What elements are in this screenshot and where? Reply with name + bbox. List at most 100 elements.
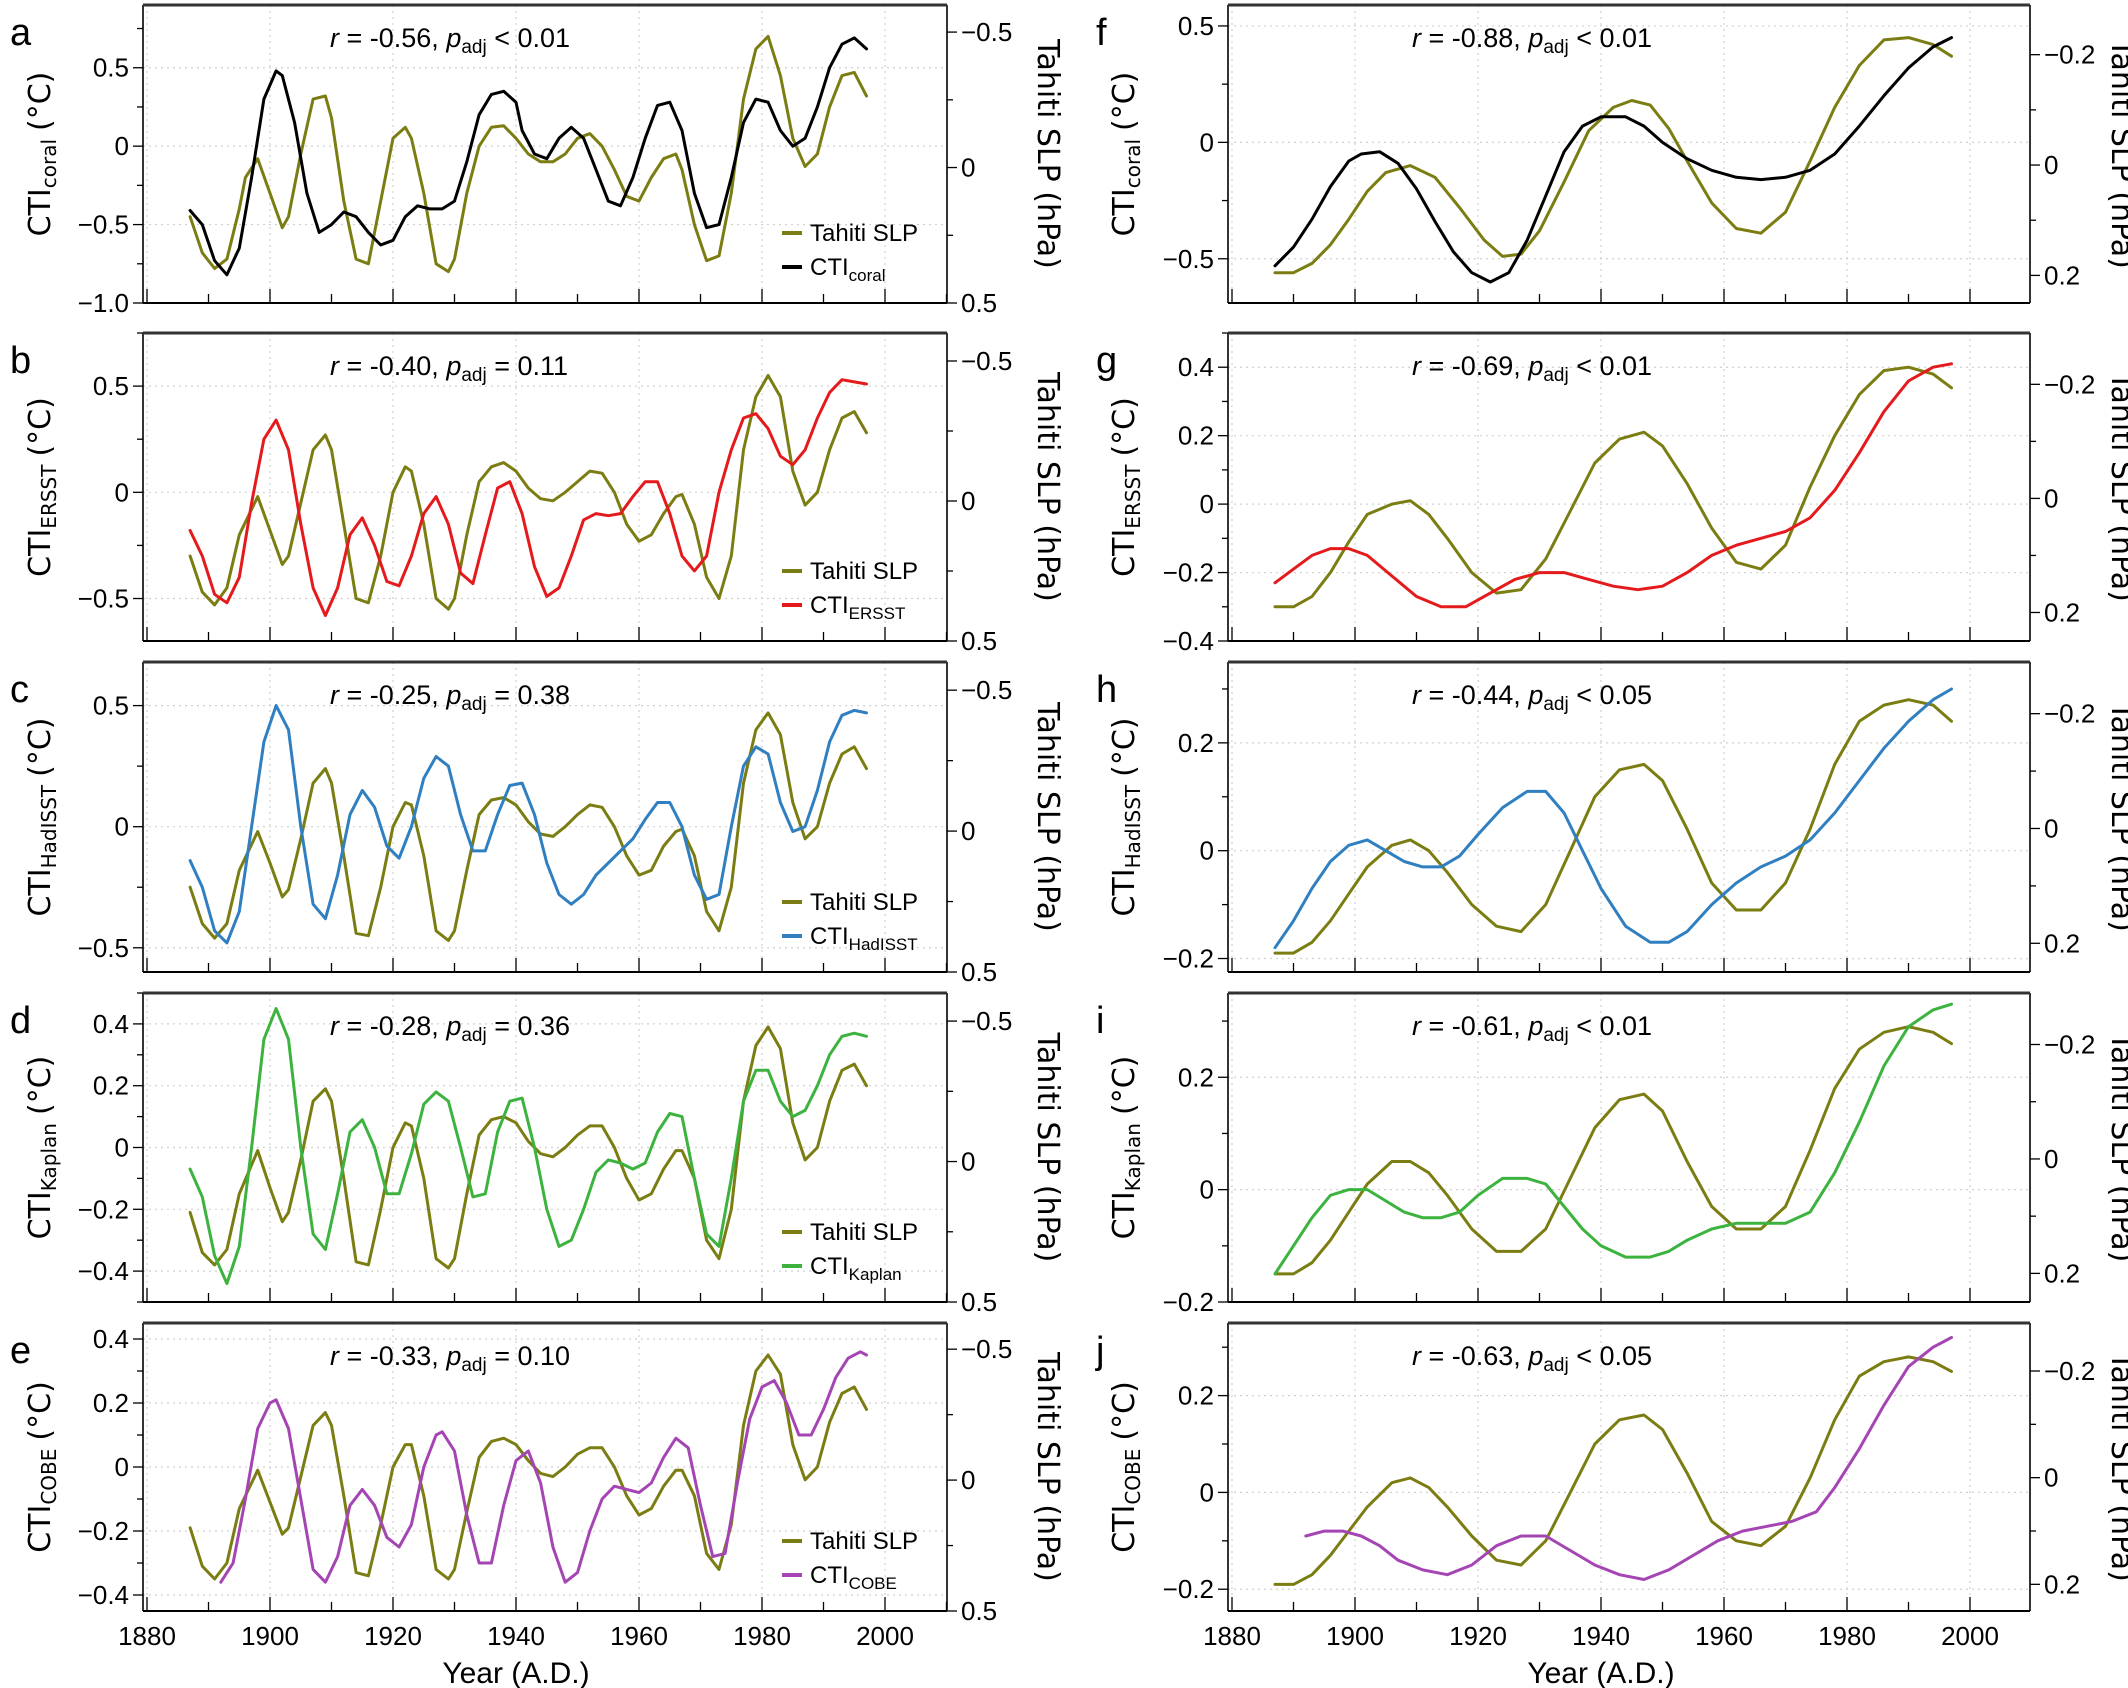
annotation-p-symbol: p [445,23,461,53]
legend-cti-main: CTI [810,1562,849,1589]
correlation-annotation: r = -0.28, padj = 0.36 [330,1011,570,1046]
y-tick-label: 0.2 [93,1071,129,1101]
y-label-sub: HadISST [1121,784,1145,868]
x-tick-label: 1920 [364,1621,422,1651]
series-line-hadisst [1273,687,1953,950]
annotation-p-sub: adj [1543,694,1568,715]
y2-tick-label: 0 [961,1465,975,1495]
y-label-unit: (°C) [1107,718,1142,777]
y-tick-label: 0.2 [1178,421,1214,451]
y2-tick-label: 0 [961,153,975,183]
correlation-annotation: r = -0.40, padj = 0.11 [330,351,568,386]
y-label-main: CTI [1107,188,1142,236]
annotation-p-symbol: p [1527,1011,1543,1041]
legend-cti-main: CTI [810,592,849,619]
y-label-sub: ERSST [1121,464,1145,529]
panel-letter: e [10,1330,31,1372]
y-tick-label: 0.5 [93,53,129,83]
y-tick-label: −0.4 [78,1256,129,1286]
annotation-r-symbol: r [330,1011,340,1041]
panel-letter: b [10,340,31,382]
y-axis-label: CTIHadISST (°C) [23,718,61,917]
legend-label-tahiti: Tahiti SLP [810,1219,918,1246]
y-tick-label: 0.2 [93,1388,129,1418]
panel-f: −0.5 0 0.5 −0.2 0 0.2 f CTIcoral (°C) Tahiti SLP … [1096,3,2128,304]
series-line-kaplan [188,1007,868,1285]
legend-label-cti: CTIERSST [810,592,905,623]
panel-letter: j [1095,1330,1104,1372]
x-tick-label: 1980 [1818,1621,1876,1651]
y2-tick-label: 0 [961,816,975,846]
annotation-p-sub: adj [1543,1355,1568,1376]
y-label-main: CTI [1107,1505,1142,1553]
y2-tick-label: 0.2 [2044,1258,2080,1288]
correlation-annotation: r = -0.33, padj = 0.10 [330,1341,570,1376]
y-axis-label: CTIKaplan (°C) [1107,1056,1145,1240]
y2-tick-label: 0 [2044,813,2058,843]
y-tick-label: 0 [1200,1477,1214,1507]
series-line-coral [1273,36,1953,284]
y-tick-label: 0 [115,477,129,507]
right-axis-label: Tahiti SLP (hPa) [1030,1351,1065,1582]
panel-letter: h [1096,669,1117,711]
annotation-p-value: < 0.01 [1569,1011,1652,1041]
panel-h: −0.2 0 0.2 −0.2 0 0.2 h CTIHadISST (°C) Tahiti SL… [1096,660,2128,974]
y-label-sub: COBE [37,1449,61,1505]
annotation-p-symbol: p [445,1341,461,1371]
y-tick-label: −0.4 [1163,626,1214,656]
series-line-kaplan [1273,1002,1953,1276]
annotation-p-sub: adj [461,1355,486,1376]
y-label-main: CTI [23,529,58,577]
series-line-tahiti [188,374,868,611]
y-axis-label: CTIcoral (°C) [1107,72,1145,237]
y-label-unit: (°C) [23,718,58,777]
x-tick-label: 1900 [241,1621,299,1651]
annotation-p-sub: adj [461,694,486,715]
legend-cti-sub: coral [849,266,886,285]
series-line-ersst [1273,362,1953,609]
correlation-annotation: r = -0.61, padj < 0.01 [1412,1011,1652,1046]
y-label-main: CTI [1107,868,1142,916]
y-tick-label: 0 [1200,836,1214,866]
legend-cti-sub: HadISST [849,935,918,954]
y2-tick-label: −0.5 [961,675,1012,705]
right-axis-label: Tahiti SLP (hPa) [2104,38,2128,269]
y-tick-label: 0 [115,812,129,842]
y-label-main: CTI [23,1505,58,1553]
x-tick-label: 1960 [610,1621,668,1651]
legend-label-cti: CTIHadISST [810,923,918,954]
annotation-r-value: = -0.44, [1421,680,1528,710]
annotation-p-value: = 0.36 [487,1011,570,1041]
y2-tick-label: −0.2 [2044,1030,2095,1060]
y-tick-label: 0.4 [93,1009,129,1039]
panel-letter: a [10,12,32,54]
x-tick-label: 1940 [1572,1621,1630,1651]
y-label-unit: (°C) [23,397,58,456]
x-tick-label: 1960 [1695,1621,1753,1651]
right-axis-label: Tahiti SLP (hPa) [2104,1032,2128,1263]
y-tick-label: 0 [1200,489,1214,519]
annotation-p-sub: adj [1543,37,1568,58]
y2-tick-label: 0.5 [961,1596,997,1626]
legend-cti-sub: ERSST [849,604,906,623]
y-label-sub: Kaplan [37,1123,61,1191]
panel-letter: d [10,1000,31,1042]
series-line-cobe [1304,1336,1953,1581]
y2-tick-label: 0.5 [961,626,997,656]
y-label-unit: (°C) [23,1056,58,1115]
annotation-p-symbol: p [1527,1341,1543,1371]
annotation-p-value: = 0.10 [487,1341,570,1371]
series-line-ersst [188,378,868,617]
x-tick-label: 1900 [1326,1621,1384,1651]
legend-label-cti: CTIKaplan [810,1253,902,1284]
correlation-annotation: r = -0.25, padj = 0.38 [330,680,570,715]
x-tick-label: 1880 [118,1621,176,1651]
annotation-p-symbol: p [1527,23,1543,53]
y-tick-label: −0.5 [78,210,129,240]
y-tick-label: 0.5 [93,371,129,401]
y-label-sub: ERSST [37,464,61,529]
annotation-r-symbol: r [1412,23,1422,53]
y2-tick-label: −0.2 [2044,369,2095,399]
